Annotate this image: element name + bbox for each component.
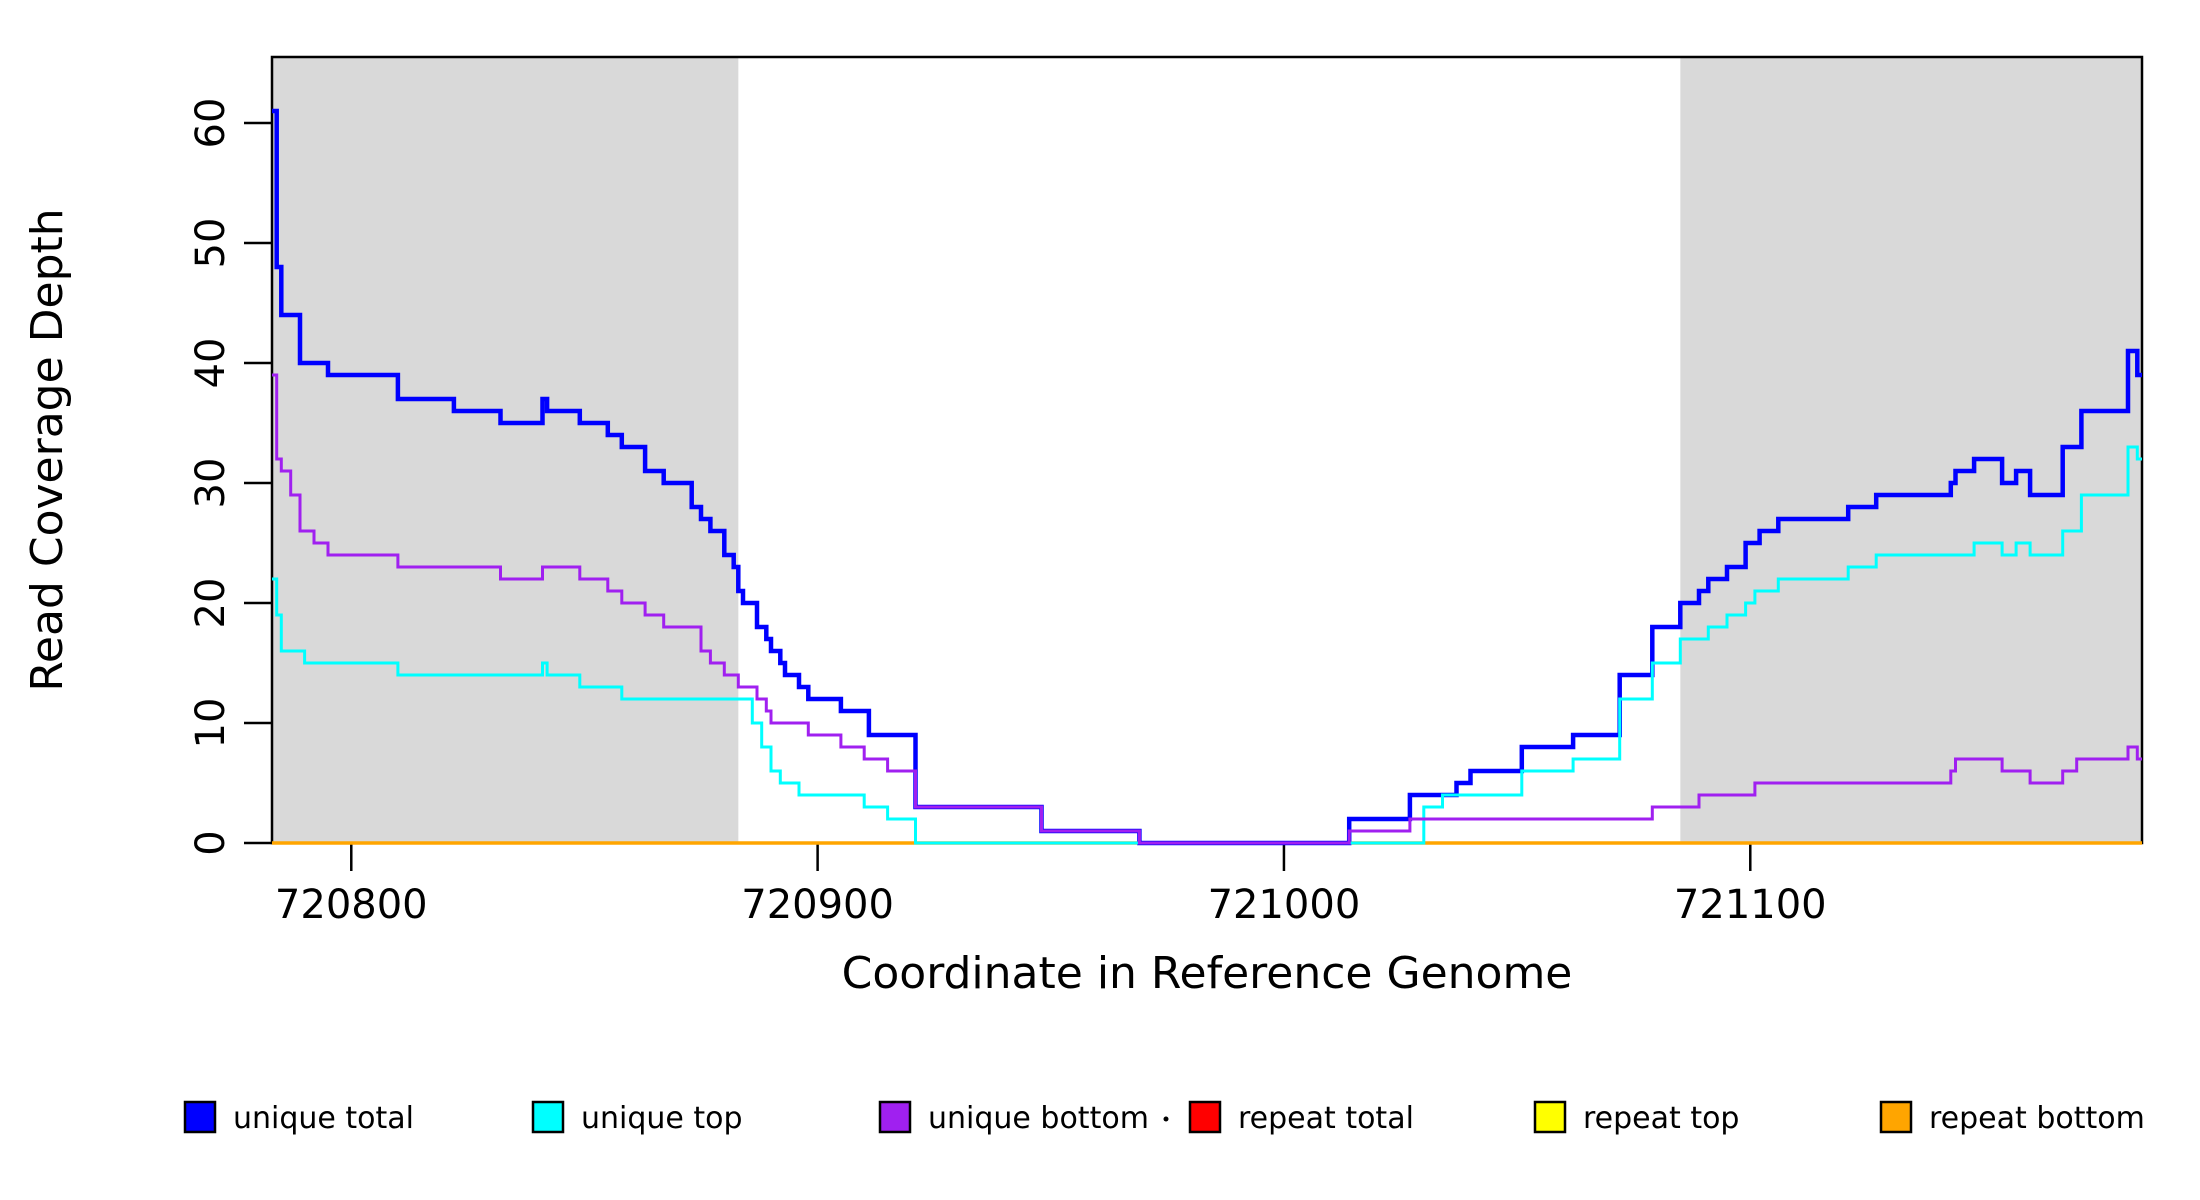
y-tick-label: 10: [188, 698, 234, 749]
series-unique-top: [272, 445, 2142, 845]
legend-label: unique top: [581, 1101, 743, 1136]
legend-item-repeat-total: repeat total: [1188, 1100, 1414, 1136]
y-tick-label: 60: [188, 98, 234, 149]
legend-item-unique-total: unique total: [183, 1100, 414, 1136]
legend-swatch-unique-bottom: [878, 1100, 912, 1134]
legend-swatch-unique-top: [531, 1100, 565, 1134]
legend-swatch-repeat-bottom: [1879, 1100, 1913, 1134]
legend: unique total unique top unique bottom repea…: [183, 1100, 2145, 1136]
y-tick-label: 30: [188, 458, 234, 509]
shaded-region-0: [272, 57, 739, 843]
y-tick-label: 50: [188, 218, 234, 269]
series-layer: [272, 108, 2142, 846]
x-tick-label: 720800: [275, 882, 428, 928]
series-unique-bottom: [272, 373, 2142, 845]
legend-swatch-unique-total: [183, 1100, 217, 1134]
x-tick-label: 721100: [1674, 882, 1827, 928]
y-tick-label: 40: [188, 338, 234, 389]
x-tick-label: 720900: [741, 882, 894, 928]
legend-swatch-repeat-top: [1533, 1100, 1567, 1134]
legend-item-repeat-top: repeat top: [1533, 1100, 1739, 1136]
y-axis-title: Read Coverage Depth: [22, 208, 73, 691]
legend-label: repeat total: [1238, 1101, 1414, 1136]
legend-swatch-repeat-total: [1188, 1100, 1222, 1134]
y-tick-label: 20: [188, 578, 234, 629]
axis-tick-labels: 720800 720900 721000 721100 0 10 20 30 40 50 60: [188, 98, 1827, 928]
legend-label: repeat top: [1583, 1101, 1739, 1136]
legend-item-repeat-bottom: repeat bottom: [1879, 1100, 2145, 1136]
x-axis-title: Coordinate in Reference Genome: [842, 948, 1573, 999]
axis-ticks: [244, 121, 1752, 871]
series-unique-total: [272, 108, 2142, 846]
legend-item-unique-bottom: unique bottom: [878, 1100, 1149, 1136]
legend-label: unique total: [233, 1101, 414, 1136]
legend-label: repeat bottom: [1929, 1101, 2145, 1136]
legend-label: unique bottom: [928, 1101, 1149, 1136]
shaded-region-layer: [272, 57, 2142, 843]
y-tick-label: 0: [188, 830, 234, 855]
legend-item-unique-top: unique top: [531, 1100, 743, 1136]
x-tick-label: 721000: [1208, 882, 1361, 928]
shaded-region-1: [1680, 57, 2142, 843]
stray-dot: [1163, 1116, 1169, 1122]
